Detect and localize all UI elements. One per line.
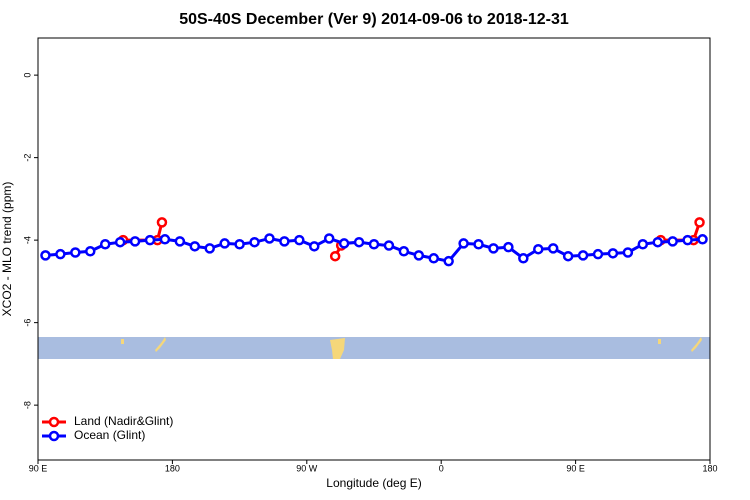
- point: [637, 239, 649, 250]
- point: [70, 247, 81, 258]
- legend-label: Land (Nadir&Glint): [74, 414, 173, 428]
- point: [279, 236, 290, 247]
- point: [562, 250, 574, 262]
- point: [398, 246, 410, 257]
- legend-marker: [48, 430, 60, 442]
- point: [413, 250, 425, 261]
- point: [174, 236, 186, 247]
- point: [473, 239, 484, 250]
- chart-title: 50S-40S December (Ver 9) 2014-09-06 to 2…: [179, 11, 569, 28]
- point: [114, 236, 126, 248]
- point: [156, 217, 168, 228]
- point: [323, 233, 335, 244]
- point: [368, 239, 380, 250]
- point: [338, 238, 350, 249]
- point: [667, 236, 678, 247]
- point: [694, 217, 705, 228]
- y-tick-label: -6: [22, 319, 32, 327]
- plot-frame: [37, 37, 711, 461]
- point: [353, 236, 365, 248]
- y-tick-label: 0: [22, 73, 32, 78]
- point: [458, 238, 469, 249]
- point: [144, 234, 156, 246]
- x-tick-label: 90 E: [566, 463, 585, 473]
- point: [189, 241, 201, 252]
- point: [99, 239, 111, 250]
- point: [622, 247, 634, 258]
- point: [85, 246, 96, 257]
- point: [40, 250, 51, 261]
- point: [443, 255, 454, 267]
- point: [219, 238, 230, 249]
- point: [234, 239, 245, 250]
- x-tick-label: 180: [702, 463, 717, 473]
- point: [428, 253, 439, 264]
- point: [533, 243, 544, 255]
- point: [309, 241, 320, 252]
- point: [607, 248, 619, 259]
- point: [697, 234, 708, 245]
- point: [547, 243, 559, 254]
- legend-label: Ocean (Glint): [74, 428, 145, 442]
- point: [652, 236, 663, 248]
- point: [577, 250, 589, 261]
- point: [503, 241, 514, 253]
- point: [383, 240, 395, 251]
- x-tick-label: 180: [165, 463, 180, 473]
- point: [329, 250, 341, 262]
- point: [518, 253, 529, 264]
- point: [682, 234, 693, 246]
- point: [55, 248, 66, 260]
- point: [129, 236, 141, 247]
- map-strip: [38, 337, 710, 359]
- y-axis-label: XCO2 - MLO trend (ppm): [0, 182, 14, 317]
- point: [264, 233, 275, 244]
- y-tick-label: -4: [22, 236, 32, 244]
- point: [592, 248, 604, 260]
- y-tick-label: -8: [22, 401, 32, 409]
- point: [249, 236, 260, 248]
- x-axis-label: Longitude (deg E): [326, 476, 421, 490]
- point: [488, 243, 499, 254]
- x-tick-label: 0: [439, 463, 444, 473]
- point: [204, 243, 215, 254]
- x-tick-label: 90 E: [29, 463, 48, 473]
- y-tick-label: -2: [22, 154, 32, 162]
- point: [159, 234, 171, 245]
- legend-marker: [48, 416, 60, 428]
- point: [294, 234, 305, 246]
- x-tick-label: 90 W: [296, 463, 318, 473]
